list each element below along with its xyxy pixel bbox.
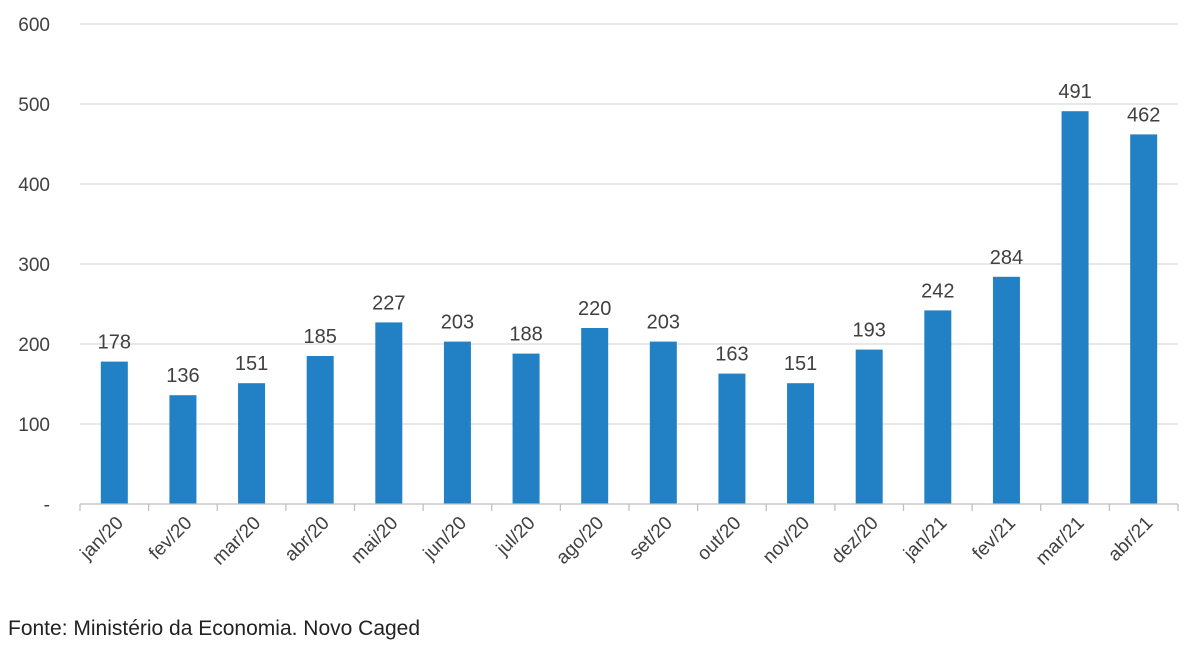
x-tick-label: jan/21: [899, 513, 951, 565]
data-label: 491: [1058, 81, 1091, 103]
bar: [443, 341, 471, 504]
bar: [169, 395, 197, 504]
bar: [100, 361, 128, 504]
bar: [787, 383, 815, 504]
data-label: 220: [578, 298, 611, 320]
x-tick-label: nov/20: [759, 513, 814, 568]
x-tick-label: ago/20: [552, 513, 608, 569]
bar: [1061, 111, 1089, 504]
x-tick-label: mai/20: [347, 513, 402, 568]
x-tick-label: mar/21: [1032, 513, 1089, 570]
y-tick-label: 600: [18, 15, 50, 36]
x-tick-label: jul/20: [492, 513, 540, 561]
data-label: 163: [715, 344, 748, 366]
bar: [924, 310, 952, 504]
bar: [238, 383, 266, 504]
x-tick-label: fev/21: [969, 513, 1020, 564]
data-labels: 178 136 151 185 227 203 188 220 203 163 151 193 242 2…: [98, 81, 1161, 387]
data-label: 151: [784, 353, 817, 375]
y-tick-label: 300: [18, 255, 50, 276]
x-tick-label: out/20: [693, 513, 745, 565]
bar: [1130, 134, 1158, 504]
y-tick-label: 200: [18, 335, 50, 356]
x-tick-label: abr/21: [1104, 513, 1157, 566]
y-tick-label: 400: [18, 175, 50, 196]
data-label: 203: [441, 312, 474, 334]
x-tick-label: jun/20: [419, 513, 471, 565]
x-tick-label: mar/20: [208, 513, 265, 570]
bar: [306, 356, 334, 504]
bar: [512, 353, 540, 504]
data-label: 188: [509, 324, 542, 346]
y-axis-ticks: - 100 200 300 400 500 600: [18, 15, 50, 516]
source-note: Fonte: Ministério da Economia. Novo Cage…: [8, 617, 421, 640]
data-label: 136: [166, 365, 199, 387]
y-tick-label: 100: [18, 415, 50, 436]
data-label: 242: [921, 280, 954, 302]
bar: [581, 328, 609, 504]
y-tick-label: 500: [18, 95, 50, 116]
data-label: 203: [647, 312, 680, 334]
x-axis: [79, 503, 1179, 511]
x-tick-label: dez/20: [828, 513, 883, 568]
data-label: 185: [304, 326, 337, 348]
bar: [649, 341, 677, 504]
bar: [855, 349, 883, 504]
data-label: 462: [1127, 104, 1160, 126]
x-tick-label: set/20: [625, 513, 676, 564]
data-label: 227: [372, 292, 405, 314]
bar: [375, 322, 403, 504]
bar: [718, 373, 746, 504]
bars: [100, 111, 1158, 504]
data-label: 193: [853, 320, 886, 342]
x-tick-label: abr/20: [281, 513, 334, 566]
bar: [992, 276, 1020, 504]
x-axis-ticks: jan/20 fev/20 mar/20 abr/20 mai/20 jun/20 jul/…: [76, 513, 1158, 570]
data-label: 151: [235, 353, 268, 375]
data-label: 284: [990, 247, 1023, 269]
x-tick-label: jan/20: [76, 513, 128, 565]
data-label: 178: [98, 332, 131, 354]
x-tick-label: fev/20: [145, 513, 196, 564]
y-tick-label: -: [44, 495, 50, 516]
bar-chart: - 100 200 300 400 500 600 178 136 151 185 227 203 18…: [18, 15, 1179, 570]
